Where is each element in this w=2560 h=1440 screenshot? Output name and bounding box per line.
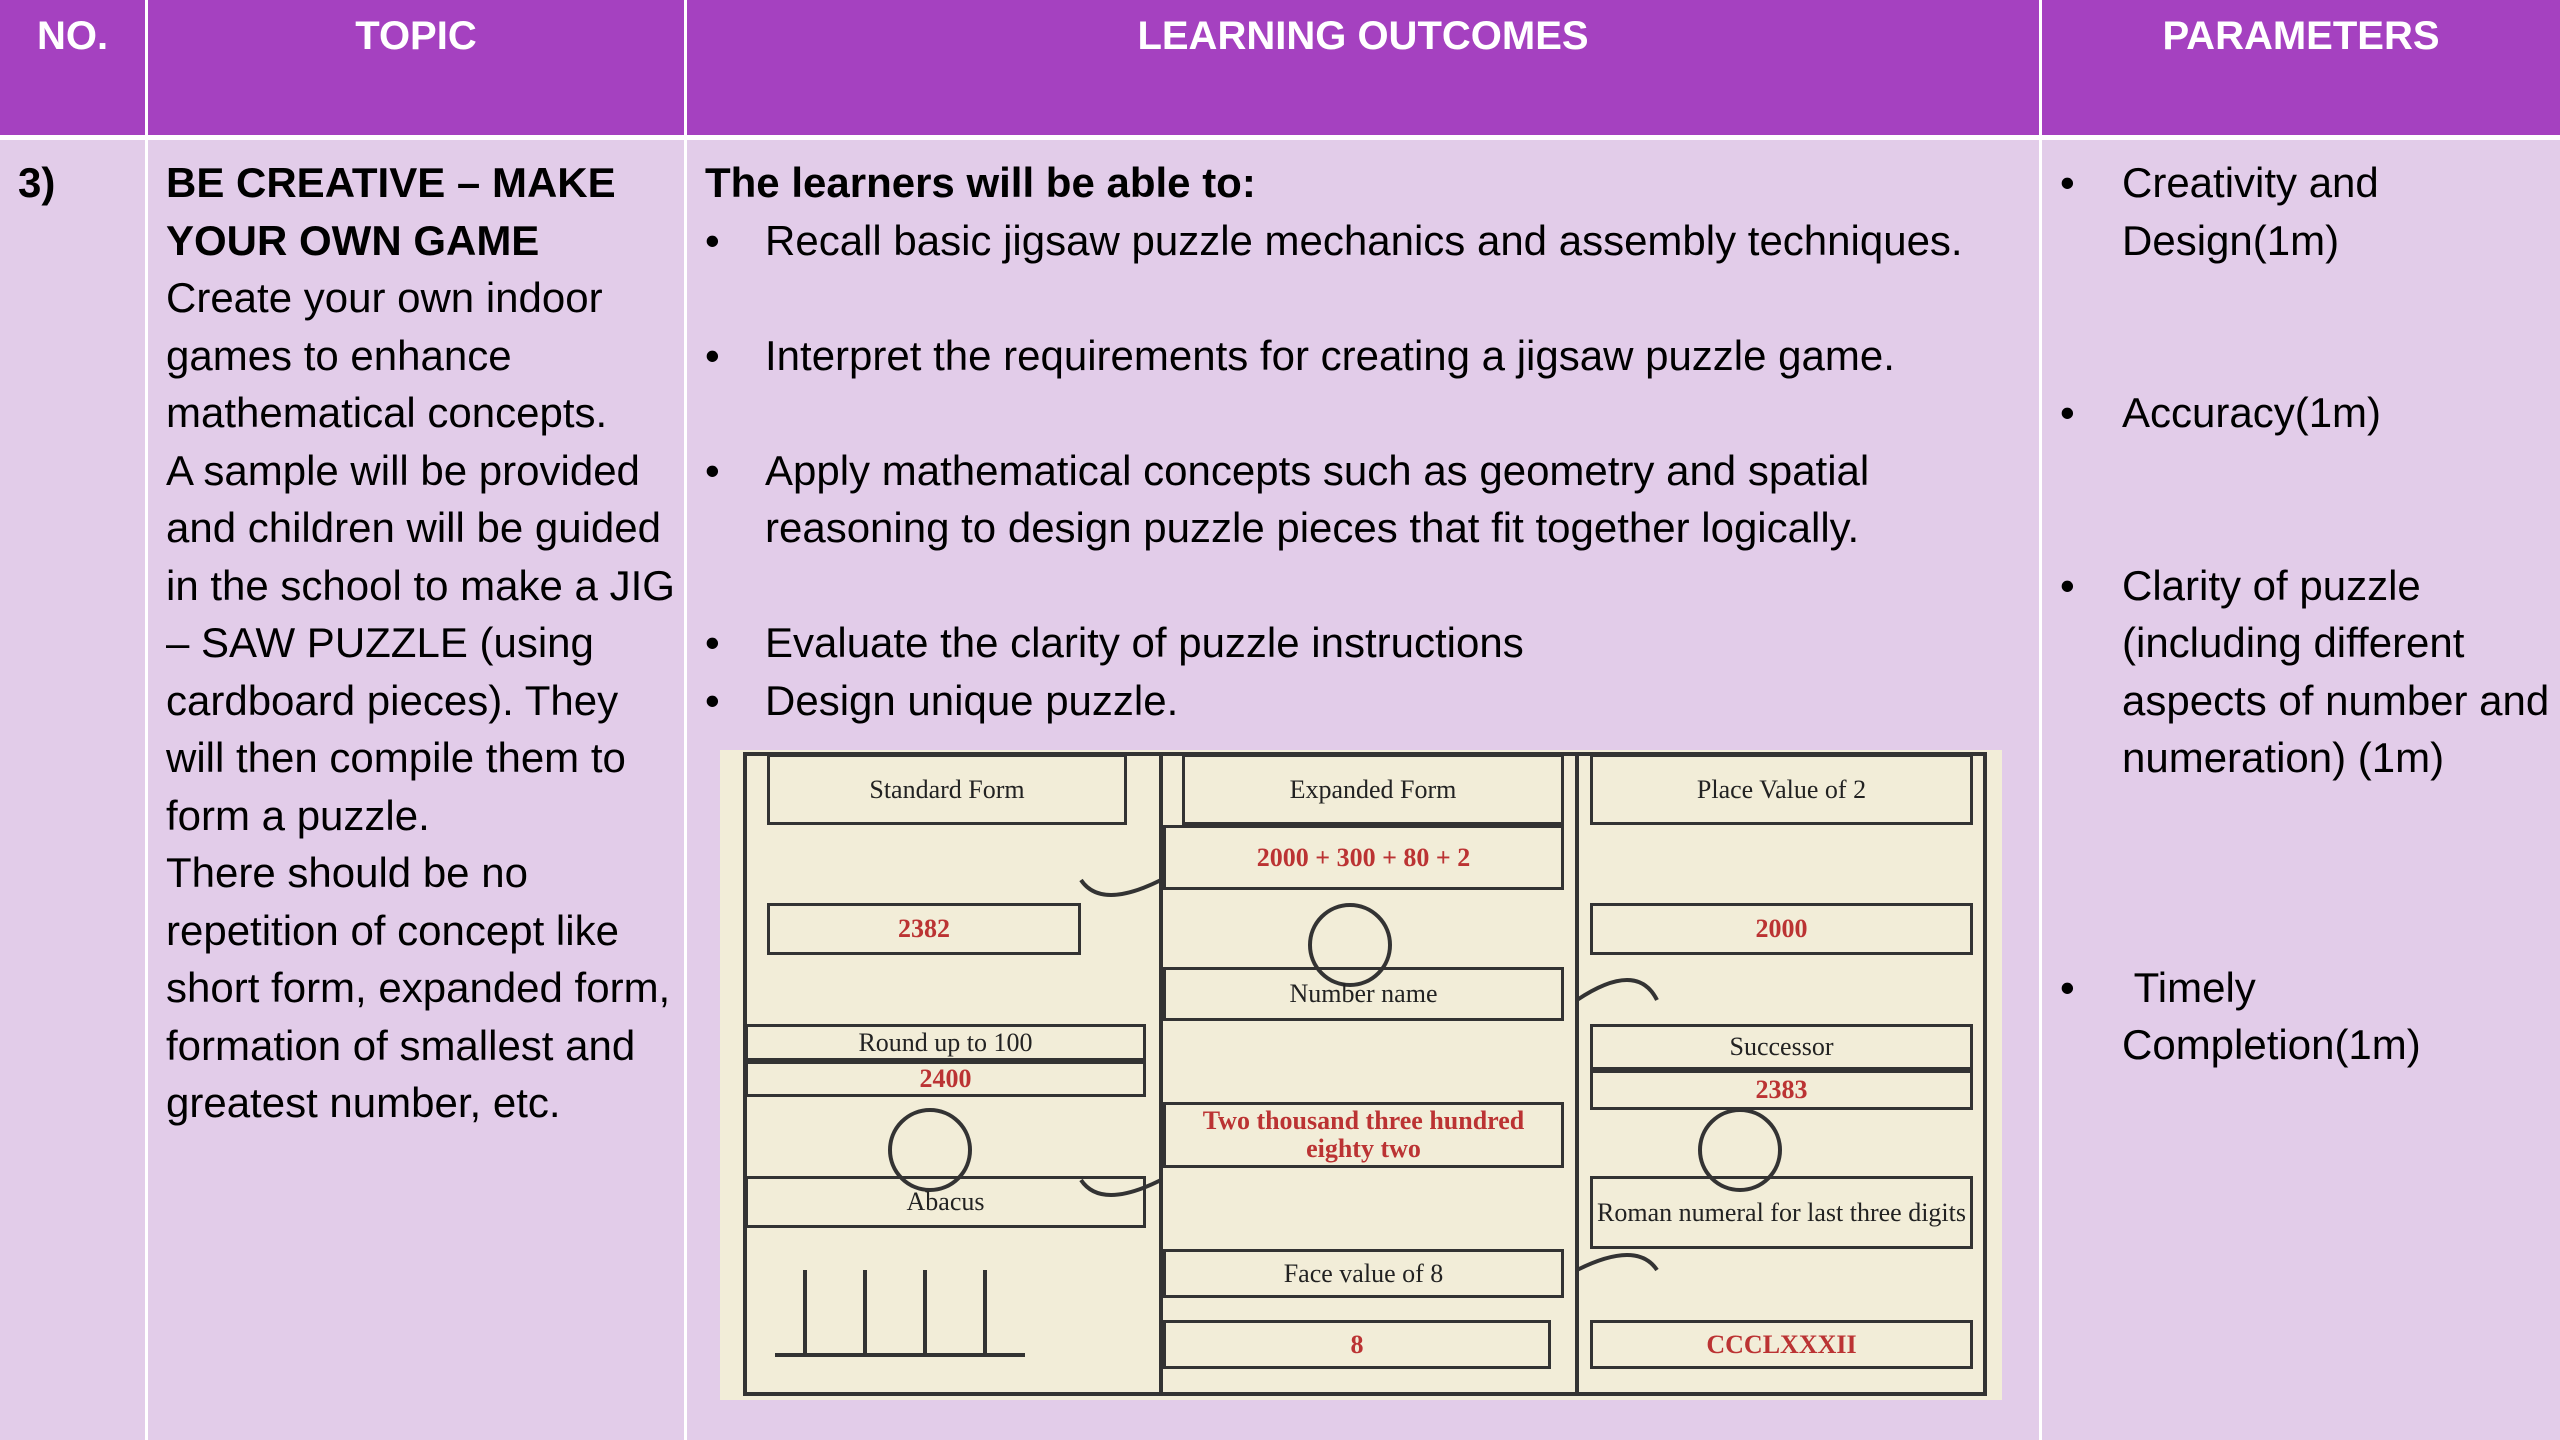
puzzle-piece-label: 2400 (745, 1061, 1146, 1097)
header-cell: PARAMETERS (2042, 0, 2560, 135)
puzzle-piece-label: Standard Form (767, 754, 1127, 825)
parameters-cell: Creativity and Design(1m) Accuracy(1m) C… (2042, 140, 2560, 1440)
parameter-item: Timely Completion(1m) (2060, 959, 2550, 1074)
puzzle-piece-label: 8 (1163, 1320, 1551, 1369)
puzzle-piece-label: Abacus (745, 1176, 1146, 1228)
puzzle-piece-label: Face value of 8 (1163, 1249, 1564, 1298)
outcome-item: Design unique puzzle. (705, 672, 2019, 730)
outcome-item: Interpret the requirements for creating … (705, 327, 2019, 385)
puzzle-piece-label: 2000 + 300 + 80 + 2 (1163, 825, 1564, 890)
puzzle-piece-label: Number name (1163, 967, 1564, 1021)
outcome-item: Apply mathematical concepts such as geom… (705, 442, 2019, 557)
puzzle-piece-label: 2382 (767, 903, 1081, 955)
puzzle-piece-label: 2383 (1590, 1070, 1973, 1110)
parameter-item: Accuracy(1m) (2060, 384, 2550, 442)
parameters-list: Creativity and Design(1m) Accuracy(1m) C… (2060, 154, 2550, 1074)
parameter-item: Creativity and Design(1m) (2060, 154, 2550, 269)
outcome-item: Evaluate the clarity of puzzle instructi… (705, 614, 2019, 672)
puzzle-piece-label: CCCLXXXII (1590, 1320, 1973, 1369)
topic-title: BE CREATIVE – MAKE YOUR OWN GAME (166, 159, 616, 264)
parameter-item: Clarity of puzzle (including different a… (2060, 557, 2550, 787)
topic-paragraph: Create your own indoor games to enhance … (166, 274, 608, 436)
topic-paragraph: A sample will be provided and children w… (166, 446, 675, 839)
outcomes-intro: The learners will be able to: (705, 159, 1256, 206)
puzzle-piece-label: Successor (1590, 1024, 1973, 1070)
puzzle-piece-label: Place Value of 2 (1590, 754, 1973, 825)
row-number: 3) (0, 140, 145, 1440)
topic-paragraph: There should be no repetition of concept… (166, 849, 671, 1126)
puzzle-piece-label: Round up to 100 (745, 1024, 1146, 1061)
puzzle-piece-label: Roman numeral for last three digits (1590, 1176, 1973, 1249)
puzzle-piece-label: 2000 (1590, 903, 1973, 955)
outcome-item: Recall basic jigsaw puzzle mechanics and… (705, 212, 2019, 270)
puzzle-image: Standard Form Expanded Form Place Value of… (720, 750, 2002, 1400)
header-cell: NO. (0, 0, 145, 135)
puzzle-piece-label: Two thousand three hundred eighty two (1163, 1102, 1564, 1168)
puzzle-piece-label: Expanded Form (1182, 754, 1564, 825)
header-cell: LEARNING OUTCOMES (687, 0, 2039, 135)
outcomes-list: Recall basic jigsaw puzzle mechanics and… (705, 212, 2019, 730)
topic-cell: BE CREATIVE – MAKE YOUR OWN GAME Create … (148, 140, 684, 1440)
header-cell: TOPIC (148, 0, 684, 135)
